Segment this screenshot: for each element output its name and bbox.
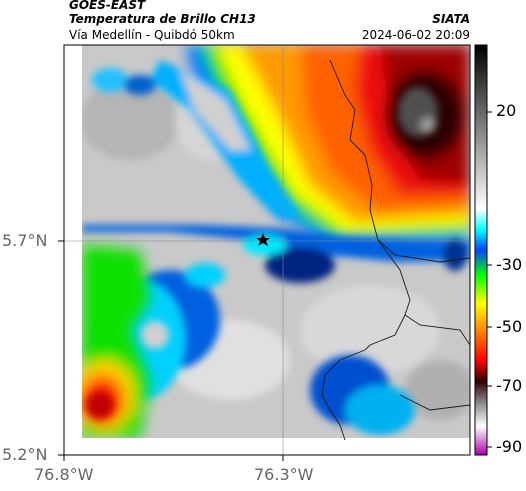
colorbar-tick-label: -90 [496,437,523,456]
route-subtitle: Vía Medellín - Quibdó 50km [69,28,235,42]
x-tick-label: 76.8°W [34,465,94,484]
organization-label: SIATA [432,12,470,26]
satellite-title: GOES-EAST [69,0,146,12]
map-imagery [64,45,470,455]
map-frame [63,44,471,456]
x-tick-label: 76.3°W [254,465,314,484]
station-star-marker [256,233,270,246]
y-tick-label: 5.2°N [2,445,48,464]
y-tick-label: 5.7°N [2,231,48,250]
colorbar-tick-label: -70 [496,376,523,395]
colorbar [474,44,492,456]
product-title: Temperatura de Brillo CH13 [69,12,256,26]
colorbar-tick-label: -50 [496,317,523,336]
colorbar-tick-label: 20 [496,101,517,120]
colorbar-tick-label: -30 [496,255,523,274]
timestamp-label: 2024-06-02 20:09 [361,28,470,42]
border-line [329,59,470,346]
